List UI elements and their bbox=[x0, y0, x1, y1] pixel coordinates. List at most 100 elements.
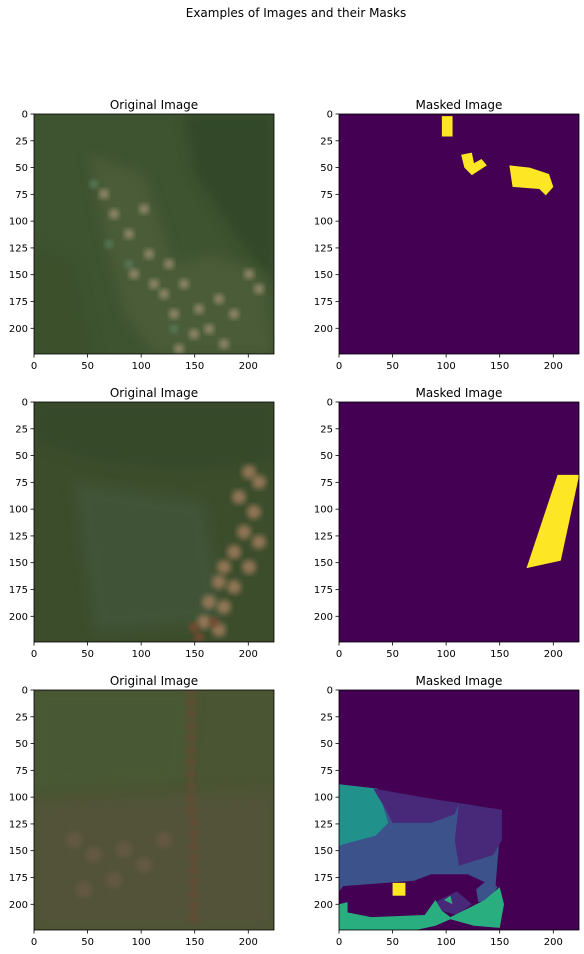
y-tick-label: 50 bbox=[15, 451, 28, 462]
axes-frame bbox=[338, 689, 580, 931]
y-tick-label: 50 bbox=[320, 739, 333, 750]
y-tick-label: 75 bbox=[320, 190, 333, 201]
mask-region bbox=[526, 474, 579, 569]
x-tick-label: 200 bbox=[544, 361, 563, 372]
satellite-image bbox=[34, 402, 274, 642]
y-tick-label: 125 bbox=[314, 531, 333, 542]
original-image-panel: Original Image 0 50 100 150 200 0 25 50 75 100 125 1… bbox=[9, 98, 275, 372]
x-tick-label: 50 bbox=[386, 361, 399, 372]
x-tick-label: 0 bbox=[336, 649, 342, 660]
y-tick-label: 0 bbox=[327, 686, 333, 697]
x-tick-label: 150 bbox=[185, 937, 204, 948]
y-tick-label: 25 bbox=[320, 424, 333, 435]
satellite-image bbox=[34, 690, 274, 930]
y-tick-label: 200 bbox=[9, 612, 28, 623]
y-tick-label: 100 bbox=[314, 505, 333, 516]
y-tick-label: 125 bbox=[314, 819, 333, 830]
satellite-image bbox=[34, 114, 274, 354]
x-tick-label: 50 bbox=[386, 649, 399, 660]
mask-region bbox=[339, 887, 504, 930]
axes-frame bbox=[338, 113, 580, 355]
mask-region bbox=[444, 895, 453, 905]
y-tick-label: 175 bbox=[9, 585, 28, 596]
x-tick-label: 100 bbox=[437, 649, 456, 660]
x-tick-label: 150 bbox=[490, 937, 509, 948]
mask-region bbox=[373, 788, 459, 823]
y-tick-label: 25 bbox=[15, 136, 28, 147]
y-tick-label: 125 bbox=[9, 819, 28, 830]
y-tick-label: 175 bbox=[314, 297, 333, 308]
y-tick-label: 100 bbox=[314, 793, 333, 804]
masked-image-panel: Masked Image 0 50 100 150 200 0 25 50 75 100 125 150… bbox=[314, 674, 580, 948]
y-tick-label: 175 bbox=[9, 297, 28, 308]
mask-image bbox=[339, 402, 579, 642]
masked-image-panel: Masked Image 0 50 100 150 200 0 25 50 75 100 125 150… bbox=[314, 386, 580, 660]
mask-region bbox=[476, 878, 498, 903]
panel-grid: Original Image 0 50 100 150 200 0 25 50 75 100 125 1… bbox=[9, 98, 580, 948]
y-tick-label: 50 bbox=[320, 163, 333, 174]
x-tick-label: 100 bbox=[437, 361, 456, 372]
y-tick-label: 75 bbox=[320, 766, 333, 777]
mask-region bbox=[339, 902, 348, 918]
y-tick-label: 150 bbox=[9, 558, 28, 569]
x-tick-label: 0 bbox=[336, 361, 342, 372]
figure-title: Examples of Images and their Masks bbox=[186, 6, 406, 20]
y-tick-label: 0 bbox=[22, 110, 28, 121]
mask-image bbox=[339, 690, 579, 930]
axes-frame bbox=[33, 113, 275, 355]
mask-region bbox=[435, 891, 472, 915]
y-tick-label: 0 bbox=[22, 686, 28, 697]
y-tick-label: 200 bbox=[314, 324, 333, 335]
x-tick-label: 0 bbox=[31, 649, 37, 660]
masked-image-panel: Masked Image 0 50 100 150 200 0 25 50 75 100 125 150… bbox=[314, 98, 580, 372]
x-tick-label: 100 bbox=[132, 361, 151, 372]
y-tick-label: 100 bbox=[9, 505, 28, 516]
y-tick-label: 75 bbox=[320, 478, 333, 489]
y-tick-label: 150 bbox=[314, 270, 333, 281]
x-tick-label: 200 bbox=[239, 937, 258, 948]
y-tick-label: 150 bbox=[314, 846, 333, 857]
y-tick-label: 25 bbox=[15, 712, 28, 723]
y-tick-label: 25 bbox=[320, 712, 333, 723]
x-tick-label: 50 bbox=[81, 937, 94, 948]
y-tick-label: 0 bbox=[327, 110, 333, 121]
y-tick-label: 175 bbox=[9, 873, 28, 884]
mask-background bbox=[339, 402, 579, 642]
x-tick-label: 0 bbox=[336, 937, 342, 948]
axes-frame bbox=[33, 689, 275, 931]
x-tick-label: 150 bbox=[185, 361, 204, 372]
y-tick-label: 50 bbox=[15, 163, 28, 174]
y-tick-label: 0 bbox=[327, 398, 333, 409]
y-tick-label: 50 bbox=[320, 451, 333, 462]
y-tick-label: 100 bbox=[9, 217, 28, 228]
y-tick-label: 100 bbox=[9, 793, 28, 804]
mask-background bbox=[339, 114, 579, 354]
mask-region bbox=[461, 152, 487, 176]
x-tick-label: 0 bbox=[31, 361, 37, 372]
y-tick-label: 75 bbox=[15, 190, 28, 201]
panel-title: Original Image bbox=[110, 98, 198, 112]
panel-title: Masked Image bbox=[416, 386, 503, 400]
x-tick-label: 100 bbox=[132, 937, 151, 948]
panel-title: Original Image bbox=[110, 674, 198, 688]
x-tick-label: 150 bbox=[490, 649, 509, 660]
x-tick-label: 200 bbox=[239, 361, 258, 372]
y-tick-label: 0 bbox=[22, 398, 28, 409]
x-tick-label: 50 bbox=[386, 937, 399, 948]
panel-title: Masked Image bbox=[416, 674, 503, 688]
y-tick-label: 125 bbox=[9, 243, 28, 254]
y-tick-label: 25 bbox=[15, 424, 28, 435]
y-tick-label: 75 bbox=[15, 766, 28, 777]
panel-title: Masked Image bbox=[416, 98, 503, 112]
y-tick-label: 100 bbox=[314, 217, 333, 228]
x-tick-label: 150 bbox=[490, 361, 509, 372]
x-tick-label: 0 bbox=[31, 937, 37, 948]
y-tick-label: 150 bbox=[314, 558, 333, 569]
y-tick-label: 200 bbox=[314, 612, 333, 623]
x-tick-label: 150 bbox=[185, 649, 204, 660]
mask-region bbox=[509, 165, 554, 196]
x-tick-label: 200 bbox=[544, 649, 563, 660]
original-image-panel: Original Image 0 50 100 150 200 0 25 50 75 100 125 1… bbox=[9, 674, 275, 948]
mask-region bbox=[441, 116, 453, 137]
